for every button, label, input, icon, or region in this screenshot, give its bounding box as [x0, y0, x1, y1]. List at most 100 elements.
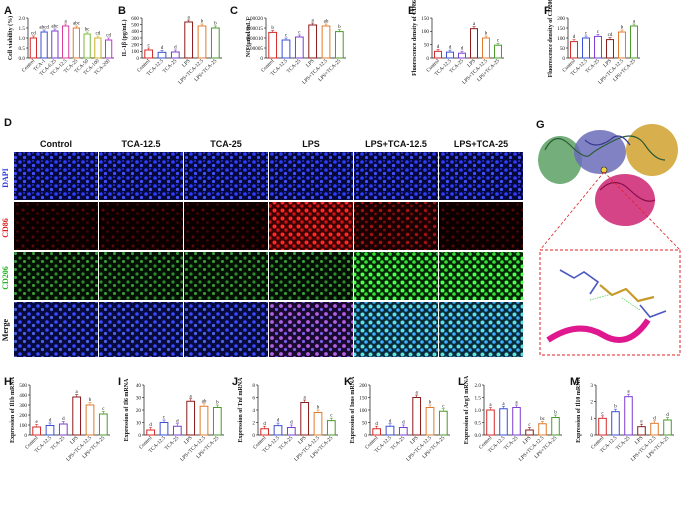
image-dapi-tca-12-5	[99, 152, 183, 200]
panel-letter-l: L	[458, 376, 465, 388]
significance-label: d	[437, 45, 440, 50]
panel-letter-a: A	[4, 5, 12, 17]
significance-label: b	[201, 20, 204, 25]
bar	[105, 39, 113, 59]
significance-label: d	[49, 419, 52, 424]
y-tick-label: 100	[19, 423, 27, 429]
significance-label: d	[290, 421, 293, 426]
y-tick-label: 50	[560, 46, 566, 52]
column-header-lps: LPS	[302, 139, 320, 149]
bar	[157, 51, 167, 59]
bar	[594, 35, 602, 59]
x-tick-label: LPS	[602, 58, 613, 69]
bar	[412, 397, 422, 436]
y-tick-label: 150	[557, 26, 565, 32]
significance-label: c	[330, 414, 333, 419]
bar	[51, 30, 59, 59]
bar	[551, 417, 560, 436]
zoom-connector	[539, 171, 681, 251]
bar	[538, 423, 547, 436]
panel-letter-e: E	[408, 5, 415, 17]
y-tick-label: 0.00015	[246, 26, 263, 32]
image-cd86-tca-12-5	[99, 202, 183, 250]
significance-label: b	[614, 405, 617, 410]
significance-label: c	[585, 32, 588, 37]
image-dapi-tca-25	[184, 152, 268, 200]
significance-label: d	[277, 419, 280, 424]
panel-letter-c: C	[230, 5, 238, 17]
x-tick-label: LPS	[183, 435, 194, 446]
y-tick-label: 0.0	[19, 56, 26, 62]
y-tick-label: 0	[562, 56, 565, 62]
significance-label: d	[666, 413, 669, 418]
x-tick-label: TCA-25	[164, 435, 181, 452]
bar	[32, 426, 42, 436]
bar	[334, 31, 344, 59]
significance-label: a	[304, 396, 307, 401]
x-tick-label: LPS	[305, 58, 316, 69]
bar	[40, 31, 48, 59]
image-cd206-lps	[269, 252, 353, 300]
y-tick-label: 0	[252, 433, 255, 439]
x-tick-label: TCA-25	[390, 435, 407, 452]
bar	[94, 37, 102, 59]
y-tick-label: 8	[252, 383, 255, 389]
y-tick-label: 0.5	[19, 46, 26, 52]
y-axis-label: Expression of Il1b mRNA	[10, 376, 16, 443]
image-merge-lps-tca-25	[439, 302, 523, 357]
row-label-cd86: CD86	[1, 218, 10, 238]
bar	[210, 27, 220, 59]
bar	[45, 425, 55, 436]
significance-label: d	[62, 417, 65, 422]
bar	[268, 31, 278, 59]
image-cd86-lps-tca-25	[439, 202, 523, 250]
image-merge-tca-25	[184, 302, 268, 357]
y-axis-label: Cell viability (%)	[7, 16, 14, 60]
bar	[273, 425, 283, 436]
bar	[470, 28, 478, 59]
y-axis-label: Fluorescence density of CD206	[548, 0, 554, 77]
row-label-cd206: CD206	[1, 266, 10, 290]
y-tick-label: 0.0	[475, 433, 482, 439]
bar	[434, 50, 442, 59]
y-tick-label: 0	[590, 433, 593, 439]
x-tick-label: LPS	[297, 435, 308, 446]
significance-label: d	[161, 46, 164, 51]
significance-label: a	[188, 16, 191, 21]
y-tick-label: 200	[359, 383, 367, 389]
y-axis-label: Expression of Il6 mRNA	[124, 378, 130, 441]
bar	[525, 429, 534, 436]
y-tick-label: 10	[136, 420, 142, 426]
panel-letter-f: F	[544, 5, 551, 17]
bar	[172, 425, 182, 436]
bar	[186, 400, 196, 436]
significance-label: ab	[202, 399, 207, 404]
bar	[212, 407, 222, 436]
protein-structure	[538, 124, 678, 226]
x-tick-label: LPS	[181, 58, 192, 69]
y-tick-label: 600	[131, 16, 139, 22]
bar	[308, 24, 318, 59]
significance-label: a	[312, 19, 315, 24]
significance-label: abc	[73, 22, 81, 27]
bar	[83, 33, 91, 59]
column-header-tca-25: TCA-25	[210, 139, 242, 149]
y-tick-label: 1.0	[475, 408, 482, 414]
image-dapi-lps-tca-25	[439, 152, 523, 200]
y-tick-label: 500	[19, 383, 27, 389]
y-tick-label: 30	[136, 395, 142, 401]
y-axis-label: NO (μmol/mL)	[245, 19, 252, 57]
significance-label: d	[375, 422, 378, 427]
y-tick-label: 4	[252, 408, 255, 414]
panel-letter-m: M	[570, 376, 579, 388]
image-cd206-lps-tca-12-5	[354, 252, 438, 300]
y-tick-label: 0.00020	[246, 16, 263, 22]
significance-label: a	[473, 22, 476, 27]
image-cd206-tca-12-5	[99, 252, 183, 300]
y-tick-label: 100	[421, 29, 429, 35]
y-axis-label: IL-1β (pg/mL)	[121, 20, 128, 57]
